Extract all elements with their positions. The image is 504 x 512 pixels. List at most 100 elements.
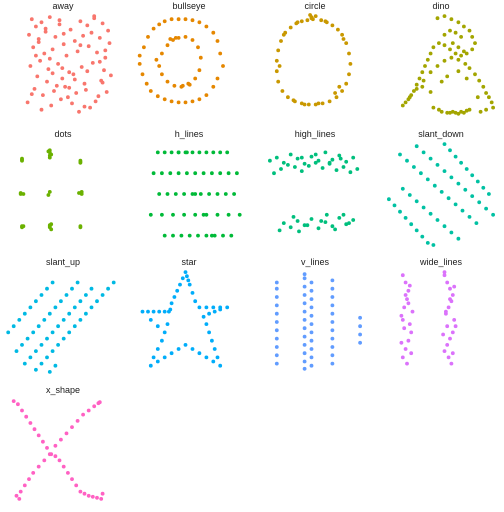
scatter-point [428,51,433,56]
scatter-point [320,101,325,106]
scatter-point [358,332,362,337]
scatter-point [53,443,58,448]
scatter-point [61,336,66,341]
scatter-point [309,322,314,326]
scatter-point [77,109,81,114]
scatter-point [274,303,279,308]
scatter-point [29,17,34,22]
scatter-point [400,355,405,360]
scatter-point [34,53,38,58]
scatter-point [449,361,454,366]
scatter-point [171,212,175,217]
scatter-point [448,297,452,301]
scatter-point [72,77,77,82]
scatter-point [456,20,461,25]
scatter-point [420,70,425,75]
scatter-point [358,315,362,320]
scatter-point [330,278,335,283]
scatter-point [286,163,290,167]
facet-panel-circle: circle [252,0,378,128]
scatter-point [295,156,300,161]
scatter-point [155,94,160,99]
scatter-point [441,332,445,337]
scatter-point [60,66,65,70]
scatter-point [27,32,31,37]
scatter-point [197,97,202,102]
scatter-point [448,28,452,33]
scatter-point [162,97,167,102]
scatter-point [107,41,112,45]
scatter-point [39,293,44,297]
scatter-point [95,299,99,304]
scatter-point [302,301,307,306]
scatter-point [337,216,342,220]
scatter-point [274,69,279,74]
scatter-point [28,355,33,360]
scatter-point [72,324,77,329]
scatter-point [109,73,113,78]
scatter-point [467,215,472,219]
scatter-point [176,17,181,22]
scatter-point [185,171,189,176]
facet-plot-area [268,150,360,234]
facet-plot-area [18,148,84,232]
scatter-point [31,45,36,50]
scatter-point [59,97,63,102]
scatter-point [487,95,491,100]
scatter-point [274,361,279,366]
scatter-point [414,144,419,149]
scatter-point [407,322,412,326]
scatter-point [400,318,405,322]
scatter-point [36,37,41,41]
scatter-point [274,58,279,63]
scatter-point [61,42,66,47]
scatter-point [330,345,335,349]
scatter-point [78,43,83,48]
scatter-point [140,72,145,77]
scatter-point [27,477,31,481]
scatter-point [212,347,217,351]
scatter-point [20,343,24,347]
scatter-point [6,330,11,335]
scatter-point [330,336,335,341]
scatter-point [442,349,447,353]
scatter-point [18,489,23,494]
scatter-point [46,149,51,154]
scatter-point [324,212,329,217]
scatter-point [96,94,101,99]
scatter-point [467,66,472,70]
scatter-point [218,51,223,56]
scatter-point [446,196,451,201]
scatter-point [28,421,33,425]
scatter-point [155,347,160,351]
scatter-point [280,89,285,93]
facet-plot-area [399,270,458,366]
scatter-point [215,212,220,217]
scatter-point [302,343,307,347]
scatter-point [450,41,455,45]
scatter-point [323,150,328,155]
scatter-point [53,363,58,368]
scatter-point [155,359,160,364]
scatter-point [446,355,451,360]
scatter-point [309,330,314,335]
scatter-point [403,280,408,285]
scatter-point [38,58,42,63]
scatter-point [462,49,466,54]
scatter-point [86,408,91,413]
scatter-point [43,26,48,31]
scatter-point [327,160,332,165]
scatter-point [70,286,74,291]
scatter-point [348,62,353,66]
scatter-point [64,293,69,297]
scatter-point [309,288,314,293]
scatter-point [169,301,174,306]
scatter-point [162,233,167,238]
scatter-point [333,91,337,95]
scatter-point [81,412,85,417]
scatter-point [274,286,279,291]
scatter-point [176,100,181,105]
scatter-point [95,495,99,500]
scatter-point [157,192,162,196]
